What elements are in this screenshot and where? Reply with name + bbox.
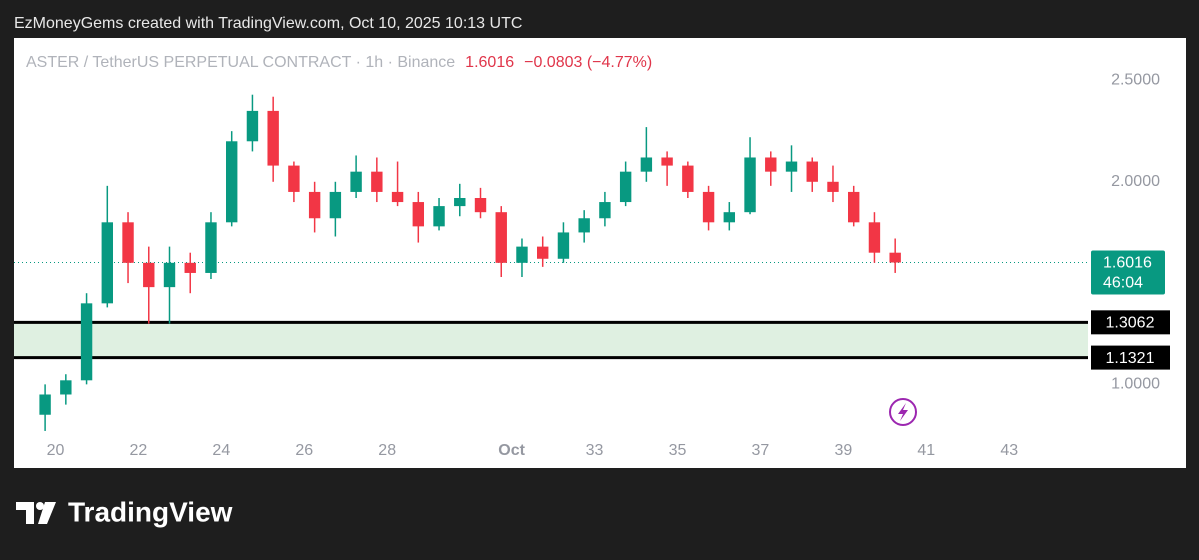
x-tick-label: 39: [834, 442, 852, 459]
candle-body: [661, 157, 673, 166]
candle-body: [80, 303, 93, 381]
candle-body: [785, 161, 798, 172]
change: −0.0803 (−4.77%): [524, 54, 652, 71]
candle-body: [599, 202, 611, 219]
candle-body: [723, 212, 736, 223]
candle-body: [454, 198, 466, 207]
countdown: 46:04: [1103, 275, 1143, 292]
y-tick-label: 2.0000: [1111, 173, 1160, 190]
plot: 1.0000 2.0000 2.5000 20 22 24 26 28 Oct 33 35 37 39 4…: [14, 72, 1170, 459]
candle-body: [702, 191, 715, 223]
x-tick-label: 28: [378, 442, 396, 459]
brand: TradingView: [68, 496, 233, 527]
candle-body: [516, 246, 528, 263]
last-price: 1.6016: [465, 54, 514, 71]
candle-body: [122, 222, 134, 263]
candle-body: [163, 262, 176, 288]
candle-body: [308, 191, 321, 219]
candle-body: [889, 252, 901, 263]
level-label: 1.1321: [1106, 350, 1155, 367]
symbol-title: ASTER / TetherUS PERPETUAL CONTRACT · 1h…: [26, 54, 455, 71]
candle-body: [391, 191, 404, 203]
alert-icon[interactable]: [889, 398, 917, 426]
candle-body: [765, 157, 777, 172]
candle-body: [682, 165, 694, 192]
x-tick-label: 35: [669, 442, 687, 459]
legend: ASTER / TetherUS PERPETUAL CONTRACT · 1h…: [26, 54, 652, 71]
x-tick-label: 33: [586, 442, 604, 459]
x-tick-label: 24: [212, 442, 230, 459]
candle-body: [557, 232, 570, 259]
candle-body: [329, 191, 342, 219]
level-tag: [1091, 345, 1170, 370]
attribution: EzMoneyGems created with TradingView.com…: [14, 15, 522, 32]
candle-body: [433, 206, 445, 227]
brand-logo: [16, 502, 56, 524]
candle-body: [640, 157, 653, 172]
candle-body: [371, 171, 383, 192]
candle-body: [184, 262, 196, 273]
candle-body: [806, 161, 818, 182]
level-tag: [1091, 310, 1170, 335]
candle-body: [578, 218, 590, 233]
candle-body: [868, 222, 881, 253]
candle-body: [744, 157, 756, 213]
x-tick-label: 43: [1000, 442, 1018, 459]
level-zone: [14, 322, 1088, 358]
candle-body: [288, 165, 300, 192]
x-tick-label: 41: [917, 442, 935, 459]
x-tick-label: 22: [130, 442, 148, 459]
candle-body: [412, 202, 425, 227]
candle-body: [101, 222, 114, 304]
candle-body: [60, 380, 72, 395]
candle-body: [619, 171, 632, 203]
y-tick-label: 2.5000: [1111, 72, 1160, 89]
candle-body: [226, 141, 238, 223]
alert-bolt: [898, 403, 908, 421]
candle-body: [143, 262, 155, 288]
candle-body: [246, 110, 259, 142]
candle-body: [827, 181, 839, 192]
candle-body: [495, 212, 507, 263]
candle-body: [848, 191, 860, 223]
candle-body: [205, 222, 217, 273]
level-label: 1.3062: [1106, 315, 1155, 332]
x-tick-label: 26: [295, 442, 313, 459]
candle-body: [39, 394, 51, 415]
x-tick-label: 20: [47, 442, 65, 459]
candle-body: [350, 171, 362, 192]
candle-body: [537, 246, 549, 259]
x-tick-label: Oct: [498, 442, 525, 459]
candle-body: [474, 198, 487, 213]
price-tag-value: 1.6016: [1103, 255, 1152, 272]
y-tick-label: 1.0000: [1111, 376, 1160, 393]
x-tick-label: 37: [752, 442, 770, 459]
candle-body: [267, 110, 279, 166]
price-tag: [1091, 250, 1165, 295]
